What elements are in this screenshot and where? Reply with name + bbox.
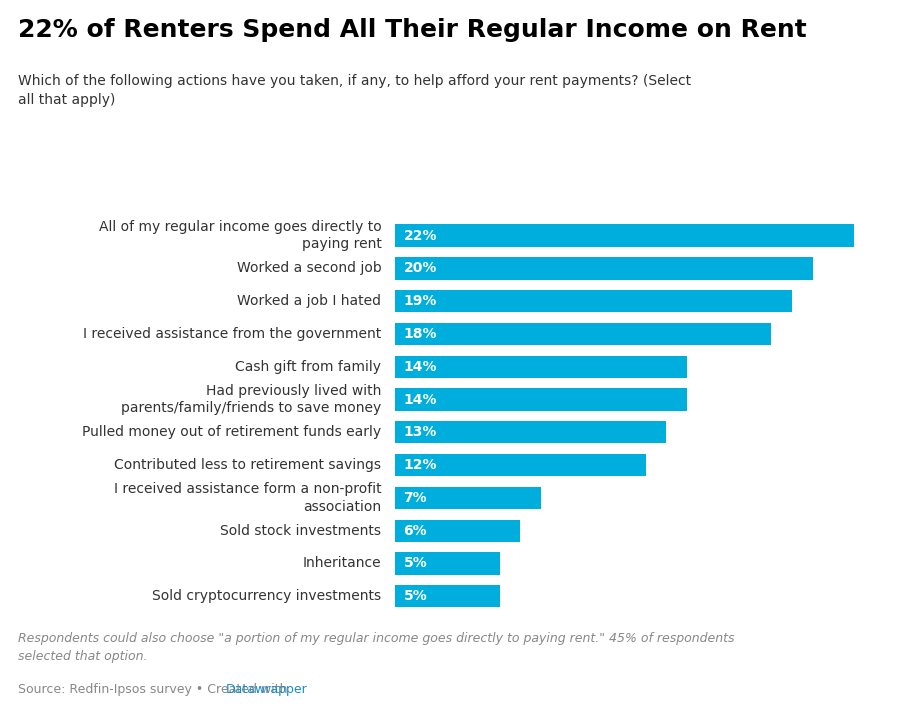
Text: Contributed less to retirement savings: Contributed less to retirement savings — [114, 458, 381, 472]
Text: Which of the following actions have you taken, if any, to help afford your rent : Which of the following actions have you … — [18, 74, 691, 107]
Bar — [395, 355, 687, 378]
Bar — [395, 520, 520, 542]
Bar — [395, 585, 500, 607]
Text: 22%: 22% — [403, 229, 437, 243]
Bar — [395, 552, 500, 575]
Text: 13%: 13% — [403, 426, 437, 440]
Text: Worked a second job: Worked a second job — [236, 261, 381, 275]
Text: I received assistance form a non-profit
association: I received assistance form a non-profit … — [114, 482, 381, 513]
Bar — [395, 224, 855, 247]
Text: Sold stock investments: Sold stock investments — [221, 524, 381, 537]
Text: Respondents could also choose "a portion of my regular income goes directly to p: Respondents could also choose "a portion… — [18, 632, 735, 663]
Bar — [395, 323, 771, 345]
Text: Source: Redfin-Ipsos survey • Created with: Source: Redfin-Ipsos survey • Created wi… — [18, 683, 292, 696]
Text: Cash gift from family: Cash gift from family — [235, 360, 381, 374]
Bar — [395, 487, 541, 509]
Text: 18%: 18% — [403, 327, 437, 341]
Text: Had previously lived with
parents/family/friends to save money: Had previously lived with parents/family… — [121, 384, 381, 415]
Bar — [395, 290, 791, 312]
Bar — [395, 257, 812, 280]
Text: Sold cryptocurrency investments: Sold cryptocurrency investments — [153, 589, 381, 603]
Text: 5%: 5% — [403, 589, 427, 603]
Text: All of my regular income goes directly to
paying rent: All of my regular income goes directly t… — [98, 220, 381, 251]
Text: 20%: 20% — [403, 261, 437, 275]
Bar — [395, 421, 666, 443]
Text: Inheritance: Inheritance — [302, 556, 381, 571]
Text: 19%: 19% — [403, 295, 437, 308]
Text: 22% of Renters Spend All Their Regular Income on Rent: 22% of Renters Spend All Their Regular I… — [18, 18, 807, 42]
Text: 12%: 12% — [403, 458, 437, 472]
Text: 6%: 6% — [403, 524, 427, 537]
Text: Pulled money out of retirement funds early: Pulled money out of retirement funds ear… — [83, 426, 381, 440]
Text: Worked a job I hated: Worked a job I hated — [237, 295, 381, 308]
Text: Datawrapper: Datawrapper — [226, 683, 308, 696]
Bar — [395, 389, 687, 411]
Text: I received assistance from the government: I received assistance from the governmen… — [83, 327, 381, 341]
Text: 5%: 5% — [403, 556, 427, 571]
Text: 14%: 14% — [403, 392, 437, 406]
Text: 14%: 14% — [403, 360, 437, 374]
Bar — [395, 454, 646, 476]
Text: 7%: 7% — [403, 491, 427, 505]
